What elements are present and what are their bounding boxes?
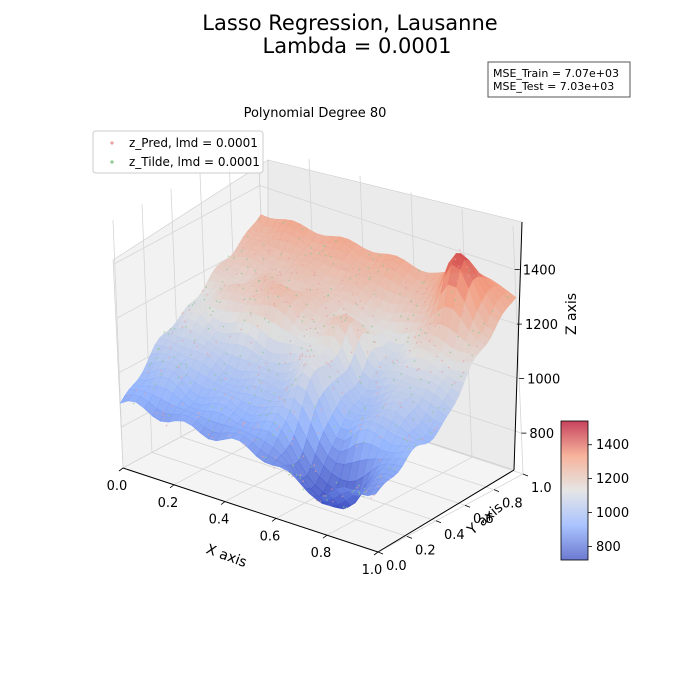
y-axis-line bbox=[377, 469, 515, 553]
colorbar-tick-label: 1400 bbox=[596, 438, 629, 453]
x-tick-label: 0.4 bbox=[209, 513, 230, 528]
x-tick-label: 1.0 bbox=[362, 563, 383, 578]
z-tick-label: 1200 bbox=[525, 318, 558, 333]
z-axis-label: Z axis bbox=[564, 293, 580, 335]
legend-marker-tilde bbox=[110, 160, 114, 164]
legend-label-pred: z_Pred, lmd = 0.0001 bbox=[129, 136, 258, 150]
y-tick-label: 0.8 bbox=[502, 497, 523, 512]
z-tick-label: 800 bbox=[529, 427, 554, 442]
mse-box: MSE_Train = 7.07e+03 MSE_Test = 7.03e+03 bbox=[487, 61, 631, 98]
colorbar-fill bbox=[560, 420, 589, 561]
colorbar-tick-label: 1200 bbox=[596, 472, 629, 487]
mse-test-text: MSE_Test = 7.03e+03 bbox=[493, 80, 614, 93]
scatter-points bbox=[127, 218, 509, 509]
y-tick-label: 0.2 bbox=[415, 543, 436, 558]
axis-ticks: 0.00.20.40.60.81.0 0.00.20.40.60.81.08001… bbox=[107, 264, 561, 578]
colorbar-tick-label: 800 bbox=[596, 540, 621, 555]
figure-title-line1: Lasso Regression, Lausanne bbox=[202, 11, 497, 35]
legend: z_Pred, lmd = 0.0001 z_Tilde, lmd = 0.00… bbox=[92, 130, 264, 174]
x-tick-label: 0.8 bbox=[311, 546, 332, 561]
plot-subtitle: Polynomial Degree 80 bbox=[244, 106, 387, 121]
z-tick-label: 1400 bbox=[523, 264, 556, 279]
colorbar-ticks: 800 1000 1200 1400 bbox=[588, 438, 629, 555]
x-axis-line bbox=[122, 467, 379, 553]
z-axis-line bbox=[513, 221, 523, 471]
y-axis-label: Y axis bbox=[464, 500, 507, 539]
colorbar: 800 1000 1200 1400 bbox=[560, 420, 629, 561]
x-tick-label: 0.6 bbox=[260, 529, 281, 544]
y-tick-label: 1.0 bbox=[531, 481, 552, 496]
z-tick-label: 1000 bbox=[527, 373, 560, 388]
surface-plot bbox=[119, 214, 517, 510]
legend-marker-pred bbox=[110, 141, 114, 145]
legend-label-tilde: z_Tilde, lmd = 0.0001 bbox=[129, 155, 260, 169]
mse-train-text: MSE_Train = 7.07e+03 bbox=[493, 67, 619, 80]
x-tick-label: 0.0 bbox=[107, 479, 128, 494]
figure-title-line2: Lambda = 0.0001 bbox=[263, 34, 452, 58]
x-axis-label: X axis bbox=[204, 542, 249, 571]
y-tick-label: 0.0 bbox=[386, 559, 407, 574]
y-tick-label: 0.6 bbox=[473, 512, 494, 527]
x-tick-label: 0.2 bbox=[158, 496, 179, 511]
colorbar-tick-label: 1000 bbox=[596, 506, 629, 521]
axis-lines bbox=[122, 221, 523, 553]
y-tick-label: 0.4 bbox=[444, 528, 465, 543]
